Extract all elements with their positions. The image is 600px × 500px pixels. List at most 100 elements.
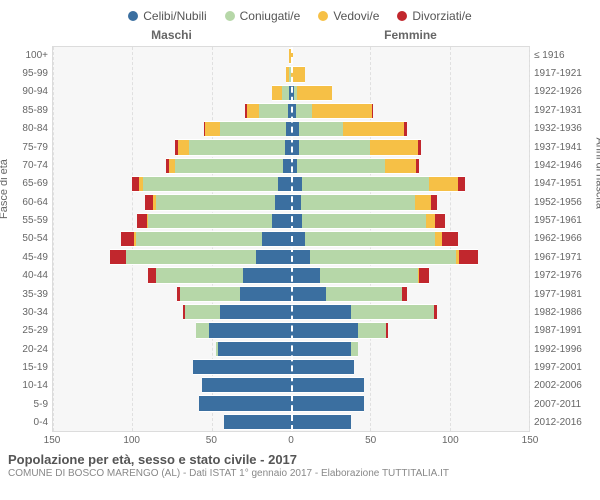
bar-segment [418, 139, 421, 155]
bar-segment [218, 341, 291, 357]
bar-segment [416, 158, 419, 174]
y-tick-birth: 1942-1946 [530, 156, 592, 174]
bar-left [204, 121, 291, 137]
bar-segment [209, 322, 291, 338]
pyramid-row [53, 47, 529, 65]
bar-segment [202, 377, 291, 393]
bar-segment [291, 359, 354, 375]
legend-label: Coniugati/e [240, 9, 301, 23]
bar-segment [343, 121, 403, 137]
pyramid-row [53, 138, 529, 156]
bar-segment [283, 158, 291, 174]
y-tick-birth: 1992-1996 [530, 340, 592, 358]
bar-segment [386, 322, 388, 338]
bar-segment [291, 121, 299, 137]
legend-swatch [318, 11, 328, 21]
y-tick-age: 20-24 [8, 340, 52, 358]
bar-segment [385, 158, 417, 174]
bar-left [132, 176, 291, 192]
y-tick-age: 55-59 [8, 211, 52, 229]
y-axis-right: ≤ 19161917-19211922-19261927-19311932-19… [530, 46, 592, 432]
pyramid-row [53, 413, 529, 431]
pyramid-row [53, 266, 529, 284]
bar-segment [196, 322, 209, 338]
y-tick-age: 95-99 [8, 64, 52, 82]
bar-right [291, 359, 354, 375]
y-tick-birth: 1982-1986 [530, 303, 592, 321]
bar-segment [243, 267, 291, 283]
y-tick-birth: ≤ 1916 [530, 46, 592, 64]
header-male: Maschi [52, 28, 291, 46]
bar-segment [459, 249, 478, 265]
bar-segment [426, 213, 436, 229]
x-tick: 100 [123, 435, 140, 446]
bar-left [196, 322, 291, 338]
bar-segment [278, 176, 291, 192]
population-pyramid-chart: Celibi/NubiliConiugati/eVedovi/eDivorzia… [0, 0, 600, 500]
bar-segment [185, 304, 220, 320]
y-tick-age: 10-14 [8, 377, 52, 395]
y-tick-birth: 1922-1926 [530, 83, 592, 101]
y-tick-age: 5-9 [8, 395, 52, 413]
bar-segment [175, 158, 283, 174]
bar-left [216, 341, 291, 357]
legend-label: Divorziati/e [412, 9, 471, 23]
bar-right [291, 304, 437, 320]
bar-left [137, 213, 291, 229]
bar-segment [291, 267, 320, 283]
bar-right [291, 267, 429, 283]
legend-label: Vedovi/e [333, 9, 379, 23]
bar-segment [178, 139, 189, 155]
bar-segment [326, 286, 402, 302]
bar-segment [291, 249, 310, 265]
chart-subtitle: COMUNE DI BOSCO MARENGO (AL) - Dati ISTA… [8, 468, 592, 479]
bar-segment [205, 121, 219, 137]
y-tick-birth: 1972-1976 [530, 267, 592, 285]
bar-segment [145, 194, 153, 210]
bar-segment [419, 267, 429, 283]
bar-left [121, 231, 291, 247]
pyramid-row [53, 193, 529, 211]
pyramid-row [53, 230, 529, 248]
bar-segment [291, 341, 351, 357]
bar-right [291, 341, 358, 357]
bar-segment [358, 322, 387, 338]
bar-segment [442, 231, 458, 247]
y-tick-age: 100+ [8, 46, 52, 64]
bar-segment [434, 304, 437, 320]
bar-segment [289, 48, 291, 64]
bar-left [202, 377, 291, 393]
bar-segment [299, 139, 370, 155]
bar-segment [370, 139, 418, 155]
legend-swatch [225, 11, 235, 21]
bar-segment [289, 66, 291, 82]
bar-segment [291, 213, 302, 229]
y-tick-age: 0-4 [8, 414, 52, 432]
bar-segment [301, 194, 415, 210]
chart-footer: Popolazione per età, sesso e stato civil… [8, 452, 592, 479]
y-tick-birth: 1997-2001 [530, 358, 592, 376]
legend-item: Divorziati/e [397, 9, 471, 23]
bar-segment [429, 176, 458, 192]
bar-left [286, 66, 291, 82]
bar-right [291, 103, 374, 119]
bar-segment [256, 249, 291, 265]
pyramid-row [53, 358, 529, 376]
bar-right [291, 85, 332, 101]
bar-left [166, 158, 291, 174]
y-tick-age: 30-34 [8, 303, 52, 321]
bar-segment [291, 304, 351, 320]
pyramid-row [53, 394, 529, 412]
bar-segment [286, 121, 291, 137]
bar-segment [302, 176, 429, 192]
bar-segment [431, 194, 437, 210]
y-axis-left: 100+95-9990-9485-8980-8475-7970-7465-696… [8, 46, 52, 432]
bar-segment [148, 267, 156, 283]
bar-segment [435, 213, 445, 229]
bar-segment [156, 194, 275, 210]
gender-headers: Maschi Femmine [8, 28, 592, 46]
bar-segment [299, 121, 343, 137]
legend-item: Vedovi/e [318, 9, 379, 23]
bar-left [272, 85, 291, 101]
bar-segment [143, 176, 278, 192]
